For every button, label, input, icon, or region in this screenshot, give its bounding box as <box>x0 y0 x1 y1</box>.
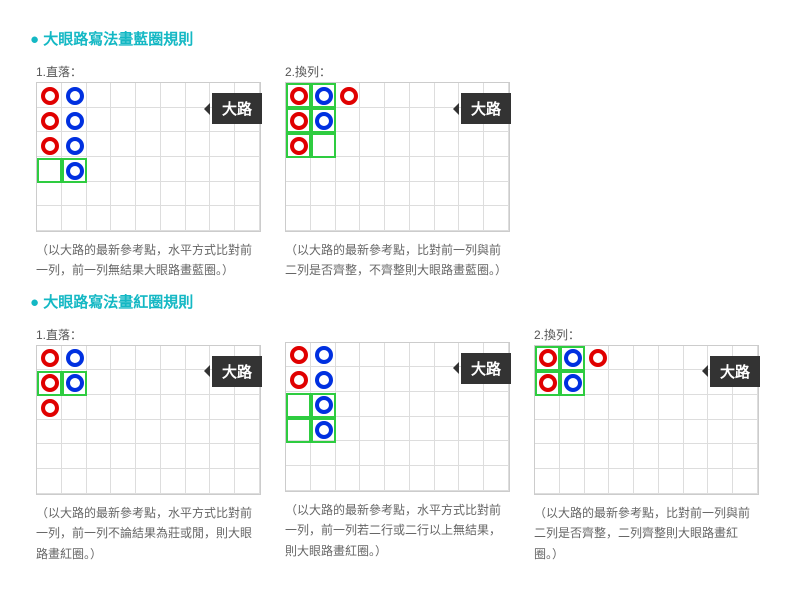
blue-circle-icon <box>66 87 84 105</box>
panel-label: 1.直落： <box>36 326 261 343</box>
panel: 2.換列： 大路 （以大路的最新參考點，比對前一列與前二列是否齊整，不齊整則大眼路畫… <box>285 63 510 281</box>
section-title: 大眼路寫法畫紅圈規則 <box>30 291 770 312</box>
grid-cell <box>535 346 560 371</box>
grid: 大路 <box>36 82 261 232</box>
red-circle-icon <box>41 137 59 155</box>
blue-circle-icon <box>564 374 582 392</box>
blue-circle-icon <box>315 396 333 414</box>
grid-cell <box>37 158 62 183</box>
grid-cell <box>535 371 560 396</box>
road-badge: 大路 <box>461 353 511 384</box>
grid: 大路 <box>534 345 759 495</box>
red-circle-icon <box>41 399 59 417</box>
panel-row: 1.直落： 大路 （以大路的最新參考點，水平方式比對前一列，前一列無結果大眼路畫藍圈… <box>36 63 770 281</box>
blue-circle-icon <box>66 349 84 367</box>
panel: 1.直落： 大路 （以大路的最新參考點，水平方式比對前一列，前一列無結果大眼路畫藍圈… <box>36 63 261 281</box>
grid-cell <box>311 418 336 443</box>
grid-cell <box>286 393 311 418</box>
grid-cell <box>37 133 62 158</box>
grid-cell <box>286 343 311 368</box>
red-circle-icon <box>290 137 308 155</box>
grid-cell <box>286 368 311 393</box>
panel-label: 1.直落： <box>36 63 261 80</box>
grid-cell <box>286 418 311 443</box>
red-circle-icon <box>589 349 607 367</box>
grid-cell <box>37 108 62 133</box>
grid-cell <box>585 346 610 371</box>
road-badge: 大路 <box>212 93 262 124</box>
grid-cell <box>62 158 87 183</box>
blue-circle-icon <box>315 371 333 389</box>
panel-caption: （以大路的最新參考點，比對前一列與前二列是否齊整，二列齊整則大眼路畫紅圈。） <box>534 503 759 564</box>
red-circle-icon <box>539 349 557 367</box>
grid-cell <box>311 393 336 418</box>
blue-circle-icon <box>315 346 333 364</box>
blue-circle-icon <box>66 112 84 130</box>
road-badge: 大路 <box>212 356 262 387</box>
blue-circle-icon <box>315 112 333 130</box>
panel-label: 2.換列： <box>534 326 759 343</box>
blue-circle-icon <box>564 349 582 367</box>
grid-cell <box>560 346 585 371</box>
blue-circle-icon <box>66 374 84 392</box>
grid-cell <box>336 83 361 108</box>
red-circle-icon <box>41 87 59 105</box>
grid-cell <box>311 343 336 368</box>
panel: 大路 （以大路的最新參考點，水平方式比對前一列，前一列若二行或二行以上無結果，則大… <box>285 326 510 564</box>
grid-cell <box>62 83 87 108</box>
grid-cell <box>311 368 336 393</box>
red-circle-icon <box>41 112 59 130</box>
red-circle-icon <box>340 87 358 105</box>
blue-circle-icon <box>66 162 84 180</box>
road-badge: 大路 <box>710 356 760 387</box>
blue-circle-icon <box>66 137 84 155</box>
grid-cell <box>62 133 87 158</box>
grid: 大路 <box>36 345 261 495</box>
red-circle-icon <box>290 112 308 130</box>
grid-cell <box>286 133 311 158</box>
grid-cell <box>37 371 62 396</box>
grid-cell <box>286 83 311 108</box>
panel-label <box>285 326 510 340</box>
red-circle-icon <box>290 87 308 105</box>
grid-cell <box>62 108 87 133</box>
grid-cell <box>560 371 585 396</box>
grid-cell <box>62 371 87 396</box>
red-circle-icon <box>41 374 59 392</box>
red-circle-icon <box>41 349 59 367</box>
panel-row: 1.直落： 大路 （以大路的最新參考點，水平方式比對前一列，前一列不論結果為莊或閒，… <box>36 326 770 564</box>
grid-cell <box>37 83 62 108</box>
grid: 大路 <box>285 342 510 492</box>
grid-cell <box>286 108 311 133</box>
panel-label: 2.換列： <box>285 63 510 80</box>
panel-caption: （以大路的最新參考點，水平方式比對前一列，前一列不論結果為莊或閒，則大眼路畫紅圈… <box>36 503 261 564</box>
blue-circle-icon <box>315 421 333 439</box>
panel-caption: （以大路的最新參考點，水平方式比對前一列，前一列若二行或二行以上無結果，則大眼路… <box>285 500 510 561</box>
panel: 1.直落： 大路 （以大路的最新參考點，水平方式比對前一列，前一列不論結果為莊或閒，… <box>36 326 261 564</box>
road-badge: 大路 <box>461 93 511 124</box>
grid-cell <box>62 346 87 371</box>
panel-caption: （以大路的最新參考點，比對前一列與前二列是否齊整，不齊整則大眼路畫藍圈。） <box>285 240 510 281</box>
red-circle-icon <box>290 371 308 389</box>
panel-caption: （以大路的最新參考點，水平方式比對前一列，前一列無結果大眼路畫藍圈。） <box>36 240 261 281</box>
grid-cell <box>311 108 336 133</box>
blue-circle-icon <box>315 87 333 105</box>
grid-cell <box>37 346 62 371</box>
red-circle-icon <box>290 346 308 364</box>
panel: 2.換列： 大路 （以大路的最新參考點，比對前一列與前二列是否齊整，二列齊整則大眼路… <box>534 326 759 564</box>
red-circle-icon <box>539 374 557 392</box>
grid-cell <box>311 133 336 158</box>
grid-cell <box>37 396 62 421</box>
section-title: 大眼路寫法畫藍圈規則 <box>30 28 770 49</box>
grid-cell <box>311 83 336 108</box>
grid: 大路 <box>285 82 510 232</box>
